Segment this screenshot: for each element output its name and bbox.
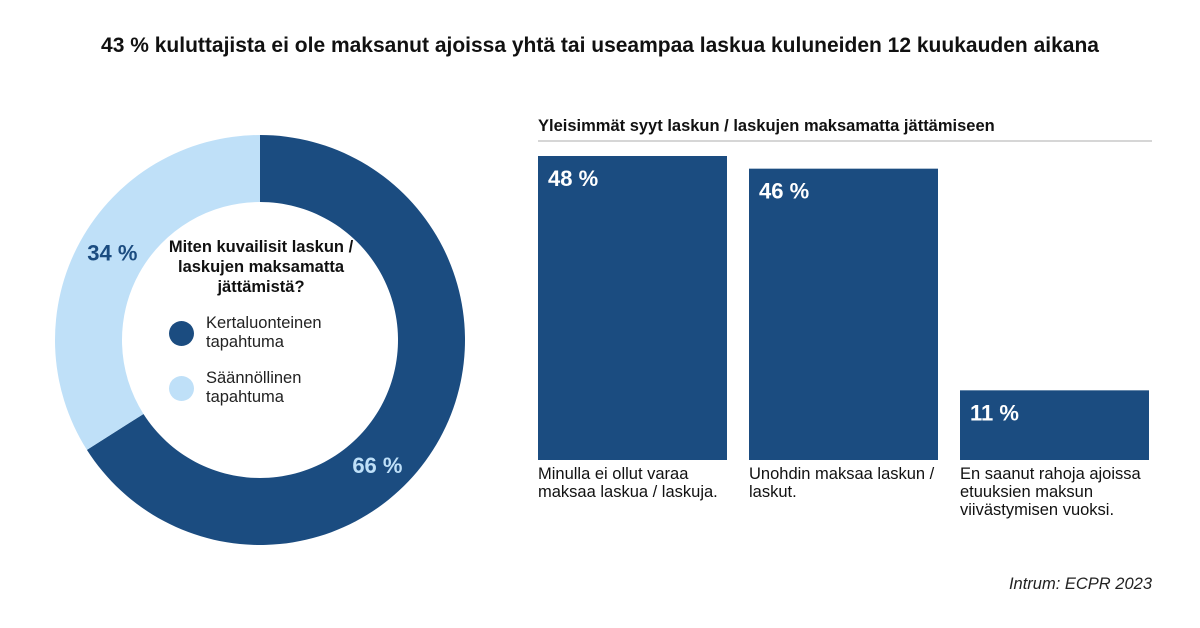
bar-value-label: 46 % xyxy=(759,179,809,204)
bar xyxy=(960,390,1149,460)
source-note: Intrum: ECPR 2023 xyxy=(1008,575,1152,593)
donut-value-label: 34 % xyxy=(87,241,137,266)
legend-item-kertaluonteinen: Kertaluonteinen tapahtuma xyxy=(150,314,372,352)
bar-category-label: Minulla ei ollut varaa maksaa laskua / l… xyxy=(538,465,718,501)
donut-value-label: 66 % xyxy=(352,453,402,478)
donut-legend: Miten kuvailisit laskun / laskujen maksa… xyxy=(150,237,372,407)
legend-item-saannollinen: Säännöllinen tapahtuma xyxy=(150,369,372,407)
legend-swatch-dark xyxy=(169,321,194,346)
legend-label: Kertaluonteinen tapahtuma xyxy=(206,314,322,351)
bar xyxy=(749,168,938,460)
bar-category-label: Unohdin maksaa laskun / laskut. xyxy=(749,465,935,501)
chart-title: 43 % kuluttajista ei ole maksanut ajoiss… xyxy=(101,34,1099,57)
donut-chart: 66 % 34 % xyxy=(55,135,466,545)
bar-category-label: En saanut rahoja ajoissa etuuksien maksu… xyxy=(960,465,1141,519)
bar-value-label: 48 % xyxy=(548,166,598,191)
bar-chart-title: Yleisimmät syyt laskun / laskujen maksam… xyxy=(538,117,995,135)
donut-question: Miten kuvailisit laskun / laskujen maksa… xyxy=(168,238,354,296)
bar-value-label: 11 % xyxy=(970,400,1019,425)
bar xyxy=(538,156,727,460)
legend-swatch-light xyxy=(169,376,194,401)
bar-chart-title-rule xyxy=(538,140,1152,142)
donut-slice xyxy=(55,135,261,450)
donut-slice xyxy=(86,135,466,545)
legend-label: Säännöllinen tapahtuma xyxy=(206,369,302,406)
